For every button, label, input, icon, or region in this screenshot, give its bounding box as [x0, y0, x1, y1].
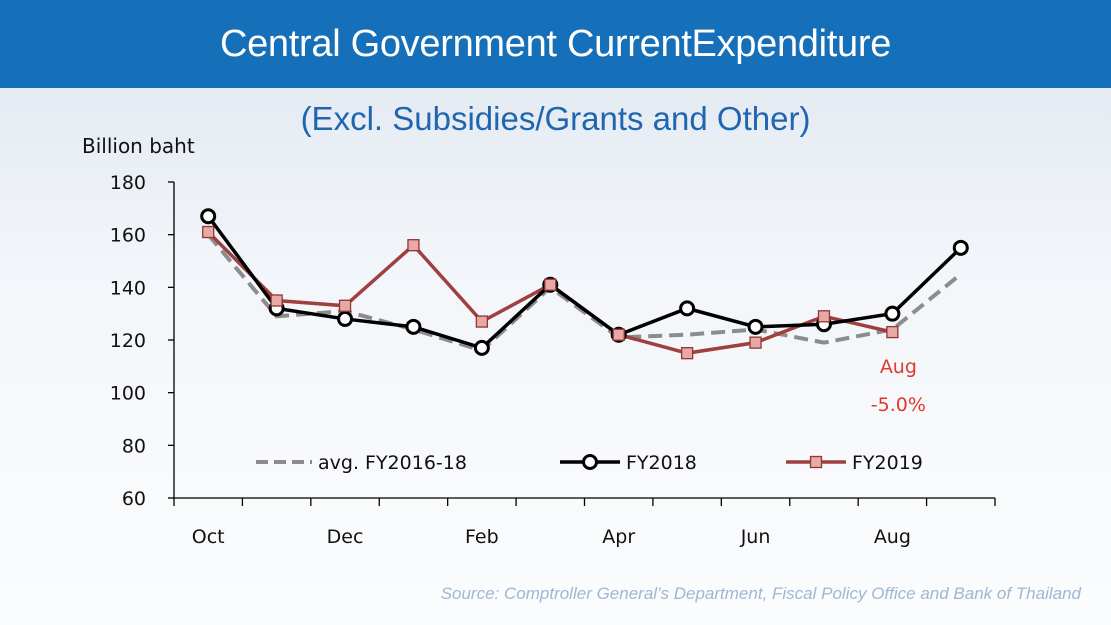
- y-tick-label: 80: [122, 435, 146, 457]
- point-fy2019-jul: [817, 310, 831, 323]
- point-fy2019-oct: [202, 225, 215, 239]
- legend-item-3: FY2019: [786, 452, 923, 474]
- point-fy2018-aug: [884, 305, 901, 322]
- chart-title: Central Government CurrentExpenditure: [219, 22, 892, 65]
- legend-item-2: FY2018: [560, 452, 697, 474]
- y-tick-label: 180: [110, 172, 146, 194]
- x-tick-label: Jun: [740, 526, 771, 548]
- annotation-month: Aug: [880, 356, 917, 378]
- point-fy2019-apr: [612, 328, 625, 341]
- legend-marker: [582, 454, 598, 470]
- point-fy2018-oct: [200, 208, 217, 225]
- point-fy2019-aug: [886, 325, 899, 339]
- y-tick-label: 160: [110, 225, 146, 247]
- legend-item-1: avg. FY2016-18: [256, 452, 467, 474]
- series-line-fy2018: [206, 215, 963, 350]
- point-fy2018-feb: [473, 339, 490, 356]
- point-fy2018-may: [679, 300, 696, 317]
- chart-subtitle: (Excl. Subsidies/Grants and Other): [300, 100, 811, 137]
- legend-label: avg. FY2016-18: [318, 452, 467, 474]
- y-tick-label: 60: [122, 488, 146, 510]
- point-fy2019-mar: [544, 278, 557, 291]
- legend-label: FY2018: [626, 452, 697, 474]
- y-axis-label: Billion baht: [82, 134, 195, 158]
- header-bar: Central Government CurrentExpenditure: [0, 0, 1111, 88]
- legend-marker: [809, 455, 823, 469]
- y-tick-label: 120: [110, 330, 146, 352]
- point-fy2018-dec: [337, 310, 354, 327]
- series-line-avg: [206, 233, 963, 353]
- point-fy2019-nov: [270, 294, 283, 307]
- y-tick-label: 100: [110, 383, 146, 405]
- x-tick-label: Aug: [874, 526, 911, 548]
- x-tick-label: Oct: [192, 526, 225, 548]
- point-fy2018-jun: [747, 318, 764, 335]
- point-fy2019-jun: [749, 336, 762, 349]
- annotation-value: -5.0%: [871, 394, 926, 416]
- point-fy2018-sep: [952, 239, 969, 256]
- y-tick-label: 140: [110, 277, 146, 299]
- source-note: Source: Comptroller General’s Department…: [440, 584, 1081, 603]
- point-fy2019-may: [680, 347, 694, 360]
- point-fy2019-feb: [475, 315, 489, 328]
- x-tick-label: Dec: [327, 526, 364, 548]
- x-tick-label: Apr: [602, 526, 635, 548]
- legend-label: FY2019: [852, 452, 923, 474]
- point-fy2018-jan: [405, 318, 422, 335]
- point-fy2019-dec: [338, 299, 352, 312]
- point-fy2019-jan: [407, 239, 420, 252]
- x-tick-label: Feb: [465, 526, 499, 548]
